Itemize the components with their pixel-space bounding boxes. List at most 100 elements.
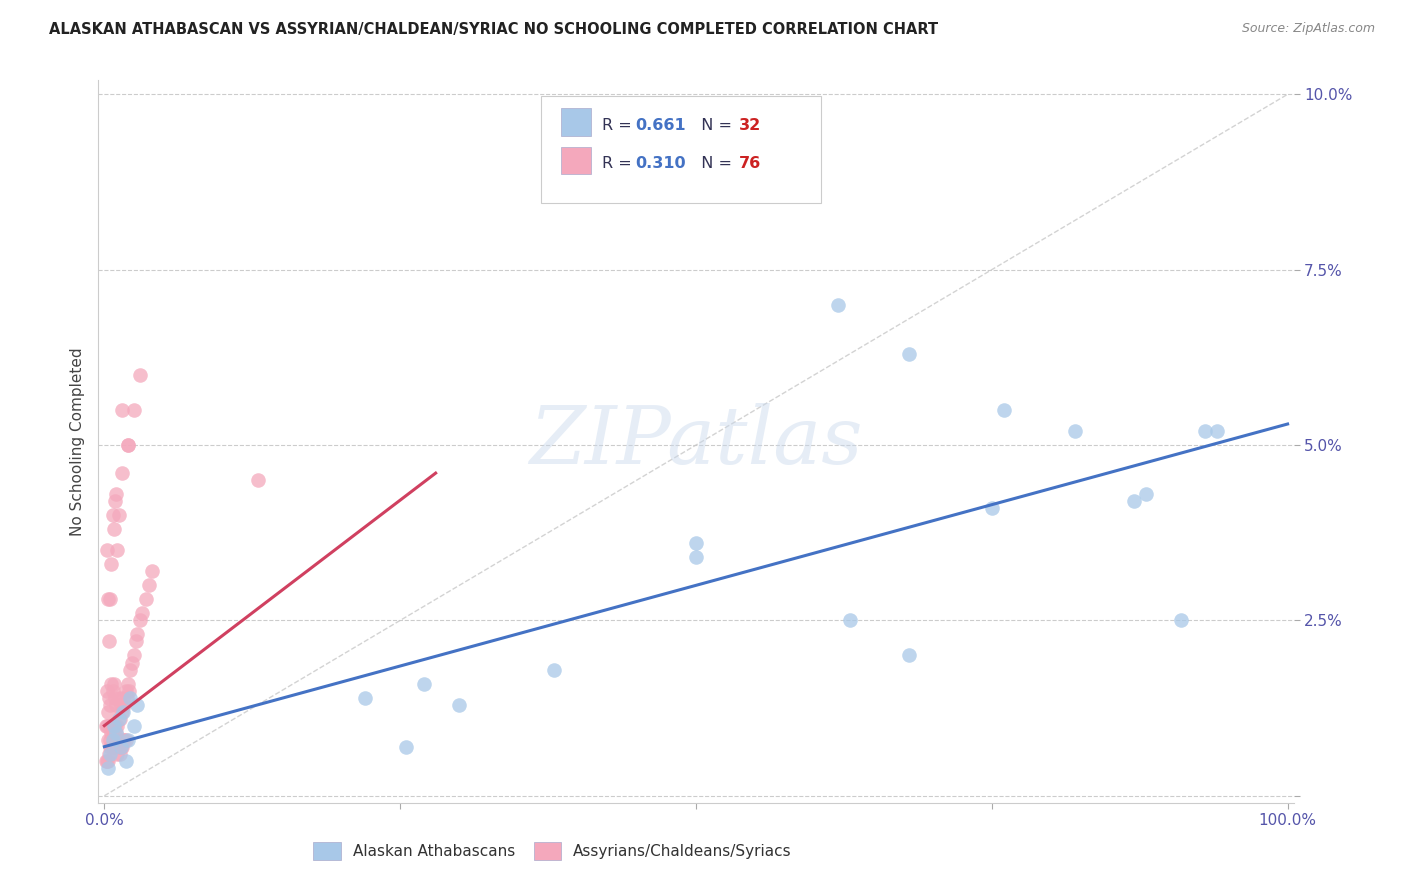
Point <box>117 438 139 452</box>
Text: 76: 76 <box>740 156 761 171</box>
Point <box>117 676 139 690</box>
Point <box>98 747 121 761</box>
Point <box>118 683 141 698</box>
Point <box>131 607 153 621</box>
Point <box>103 732 125 747</box>
Point <box>101 739 124 754</box>
Point <box>685 550 707 565</box>
Point <box>97 732 120 747</box>
Text: Source: ZipAtlas.com: Source: ZipAtlas.com <box>1241 22 1375 36</box>
Point <box>98 634 121 648</box>
Point <box>1205 424 1227 438</box>
Point <box>105 543 128 558</box>
Point <box>112 690 135 705</box>
Point <box>111 466 134 480</box>
Point <box>449 698 471 712</box>
Point <box>120 663 142 677</box>
Point <box>111 739 134 754</box>
Point <box>96 718 118 732</box>
Text: ALASKAN ATHABASCAN VS ASSYRIAN/CHALDEAN/SYRIAC NO SCHOOLING COMPLETED CORRELATIO: ALASKAN ATHABASCAN VS ASSYRIAN/CHALDEAN/… <box>49 22 938 37</box>
Point <box>104 494 127 508</box>
Point <box>98 698 121 712</box>
Point <box>108 747 131 761</box>
Point <box>100 739 122 754</box>
Point <box>98 739 121 754</box>
Text: N =: N = <box>692 119 737 133</box>
Point <box>1194 424 1216 438</box>
Point <box>96 754 118 768</box>
Point <box>100 725 122 739</box>
Point <box>412 676 434 690</box>
Point <box>105 725 128 739</box>
Text: 32: 32 <box>740 119 761 133</box>
Point <box>114 698 136 712</box>
Text: N =: N = <box>692 156 737 171</box>
Point <box>138 578 160 592</box>
Point <box>101 508 124 523</box>
Point <box>897 648 920 663</box>
Point <box>104 718 127 732</box>
Point <box>98 718 121 732</box>
Point <box>94 718 117 732</box>
Point <box>1122 494 1144 508</box>
Point <box>107 690 129 705</box>
Point <box>110 739 132 754</box>
Point <box>685 536 707 550</box>
Point <box>96 683 118 698</box>
Text: R =: R = <box>602 119 637 133</box>
Point <box>105 747 128 761</box>
Point <box>97 761 120 775</box>
Point <box>127 627 149 641</box>
Point <box>105 725 128 739</box>
Point <box>125 634 148 648</box>
Point <box>114 732 136 747</box>
Point <box>1135 487 1157 501</box>
Point <box>97 705 120 719</box>
Point <box>117 438 139 452</box>
Point <box>97 754 120 768</box>
Point <box>94 754 117 768</box>
Point <box>101 718 124 732</box>
Text: R =: R = <box>602 156 637 171</box>
Point <box>353 690 375 705</box>
Point <box>114 683 136 698</box>
Point <box>101 683 124 698</box>
Point <box>100 558 122 572</box>
Point <box>1063 424 1085 438</box>
Point <box>107 712 129 726</box>
Point <box>103 725 125 739</box>
Point <box>105 732 128 747</box>
Point <box>395 739 418 754</box>
Point <box>128 368 150 382</box>
Point <box>1170 614 1192 628</box>
Point <box>112 732 135 747</box>
Point <box>107 508 129 523</box>
Point <box>98 747 121 761</box>
Point <box>104 690 127 705</box>
Point <box>117 732 139 747</box>
Point <box>122 718 145 732</box>
Point <box>107 739 129 754</box>
Point <box>98 690 121 705</box>
Point <box>827 298 849 312</box>
Point <box>97 592 120 607</box>
Point <box>100 676 122 690</box>
Point <box>120 690 142 705</box>
Point <box>103 718 125 732</box>
Y-axis label: No Schooling Completed: No Schooling Completed <box>69 347 84 536</box>
Point <box>110 739 132 754</box>
Point <box>98 732 121 747</box>
Point <box>980 501 1002 516</box>
FancyBboxPatch shape <box>561 147 591 174</box>
Point <box>101 732 124 747</box>
Point <box>897 347 920 361</box>
FancyBboxPatch shape <box>541 96 821 203</box>
Point <box>96 543 118 558</box>
Point <box>543 663 565 677</box>
Point <box>110 698 132 712</box>
Point <box>105 718 128 732</box>
Point <box>135 592 157 607</box>
Point <box>111 705 134 719</box>
Point <box>114 732 136 747</box>
Point <box>247 473 270 487</box>
